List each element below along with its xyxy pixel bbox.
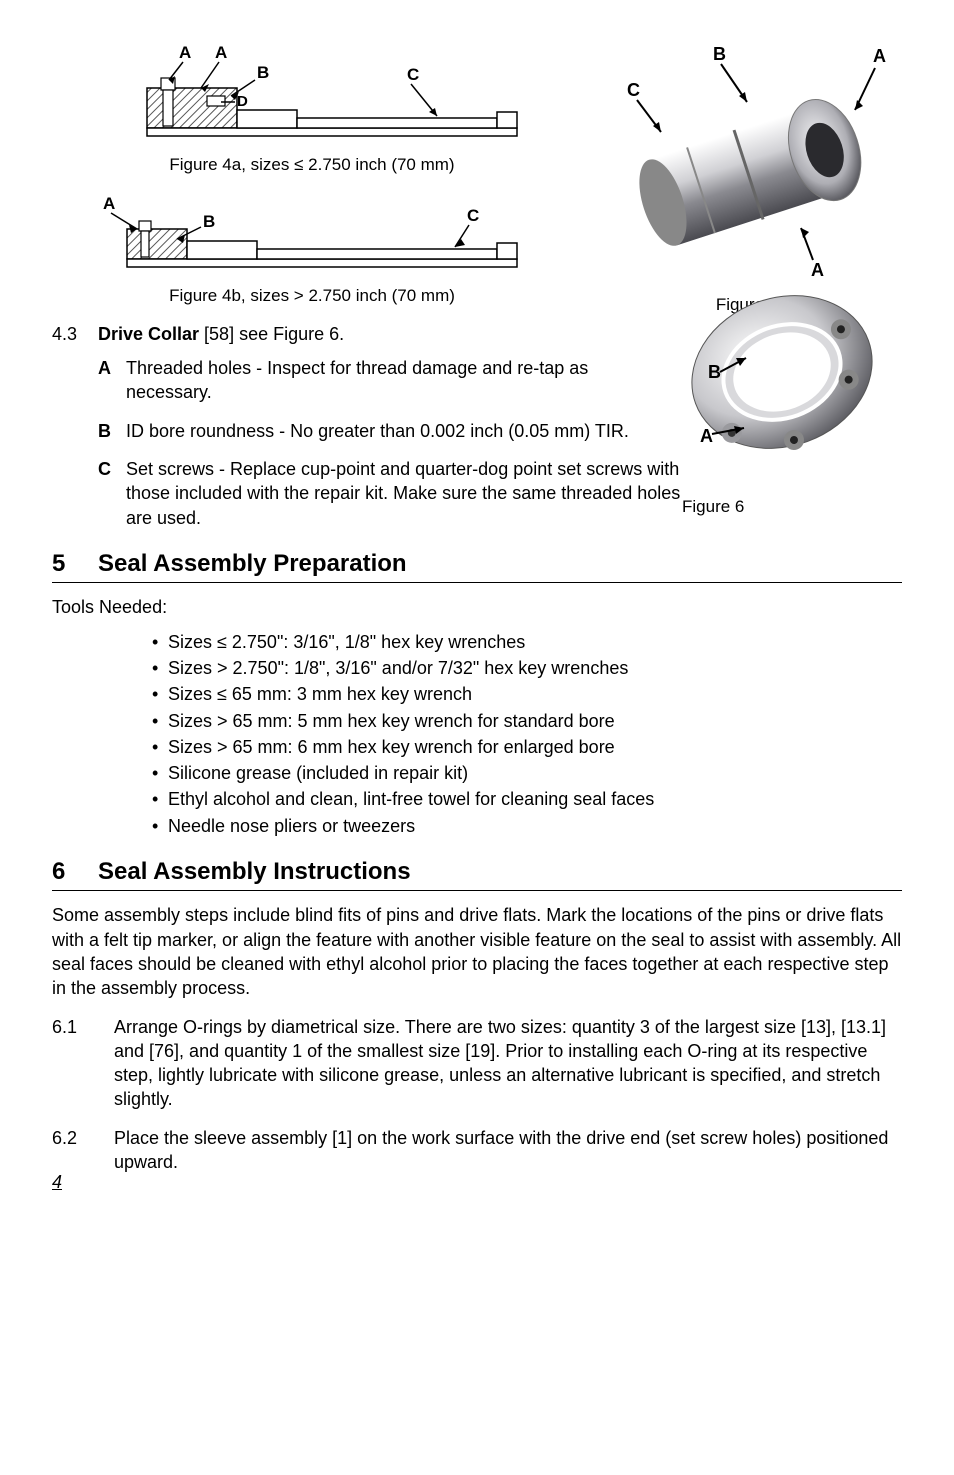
figure-4b-diagram: A B C (97, 191, 527, 281)
tool-item: Silicone grease (included in repair kit) (152, 761, 902, 785)
svg-text:C: C (627, 80, 640, 100)
item-6-2-text: Place the sleeve assembly [1] on the wor… (114, 1126, 902, 1175)
section-6-intro: Some assembly steps include blind fits o… (52, 903, 902, 1000)
tool-item: Sizes > 65 mm: 6 mm hex key wrench for e… (152, 735, 902, 759)
item-4-3-c-text: Set screws - Replace cup-point and quart… (126, 457, 698, 530)
svg-text:D: D (237, 93, 248, 110)
item-4-3-b-text: ID bore roundness - No greater than 0.00… (126, 419, 658, 443)
svg-text:C: C (467, 206, 479, 225)
item-6-1: 6.1 Arrange O-rings by diametrical size.… (52, 1015, 902, 1112)
section-6-heading: 6 Seal Assembly Instructions (52, 856, 902, 891)
section-5-heading: 5 Seal Assembly Preparation (52, 548, 902, 583)
tool-item: Sizes ≤ 2.750": 3/16", 1/8" hex key wren… (152, 630, 902, 654)
svg-text:A: A (700, 426, 713, 446)
svg-text:C: C (407, 65, 419, 84)
section-5-title: Seal Assembly Preparation (98, 548, 407, 580)
item-6-1-num: 6.1 (52, 1015, 114, 1112)
svg-text:B: B (713, 44, 726, 64)
drive-collar-label: Drive Collar (98, 324, 199, 344)
svg-text:B: B (257, 63, 269, 82)
figure-6-caption: Figure 6 (682, 496, 912, 519)
drive-collar-ref: [58] see Figure 6. (199, 324, 344, 344)
svg-text:A: A (103, 194, 115, 213)
tool-item: Sizes > 2.750": 1/8", 3/16" and/or 7/32"… (152, 656, 902, 680)
figure-4a-diagram: A A B C D (97, 40, 527, 150)
svg-text:A: A (179, 43, 191, 62)
section-6-title: Seal Assembly Instructions (98, 856, 411, 888)
tool-item: Ethyl alcohol and clean, lint-free towel… (152, 787, 902, 811)
figure-4b: A B C Figure 4b, sizes > 2.750 inch (70 … (52, 191, 572, 308)
figure-4a-caption: Figure 4a, sizes ≤ 2.750 inch (70 mm) (52, 154, 572, 177)
tool-item: Needle nose pliers or tweezers (152, 814, 902, 838)
tool-item: Sizes > 65 mm: 5 mm hex key wrench for s… (152, 709, 902, 733)
figure-6-image: B A (652, 262, 902, 492)
tools-needed-label: Tools Needed: (52, 595, 902, 619)
figure-5-image: B A C A (597, 40, 897, 290)
svg-text:B: B (203, 212, 215, 231)
page-number: 4 (52, 1170, 62, 1194)
figure-4a: A A B C D Figure 4a, sizes ≤ 2.750 inch … (52, 40, 572, 177)
item-4-3-a: A Threaded holes - Inspect for thread da… (98, 356, 638, 405)
item-6-2-num: 6.2 (52, 1126, 114, 1175)
svg-text:A: A (215, 43, 227, 62)
section-6-num: 6 (52, 856, 98, 888)
tool-item: Sizes ≤ 65 mm: 3 mm hex key wrench (152, 682, 902, 706)
item-4-3-a-text: Threaded holes - Inspect for thread dama… (126, 356, 638, 405)
svg-text:A: A (873, 46, 886, 66)
svg-text:B: B (708, 362, 721, 382)
figure-4b-caption: Figure 4b, sizes > 2.750 inch (70 mm) (52, 285, 572, 308)
item-4-3-b: B ID bore roundness - No greater than 0.… (98, 419, 658, 443)
item-4-3-c: C Set screws - Replace cup-point and qua… (98, 457, 698, 530)
figure-6: B A Figure 6 (652, 262, 912, 519)
item-6-1-text: Arrange O-rings by diametrical size. The… (114, 1015, 902, 1112)
item-4-3-num: 4.3 (52, 322, 98, 346)
item-6-2: 6.2 Place the sleeve assembly [1] on the… (52, 1126, 902, 1175)
tools-list: Sizes ≤ 2.750": 3/16", 1/8" hex key wren… (152, 630, 902, 838)
section-5-num: 5 (52, 548, 98, 580)
